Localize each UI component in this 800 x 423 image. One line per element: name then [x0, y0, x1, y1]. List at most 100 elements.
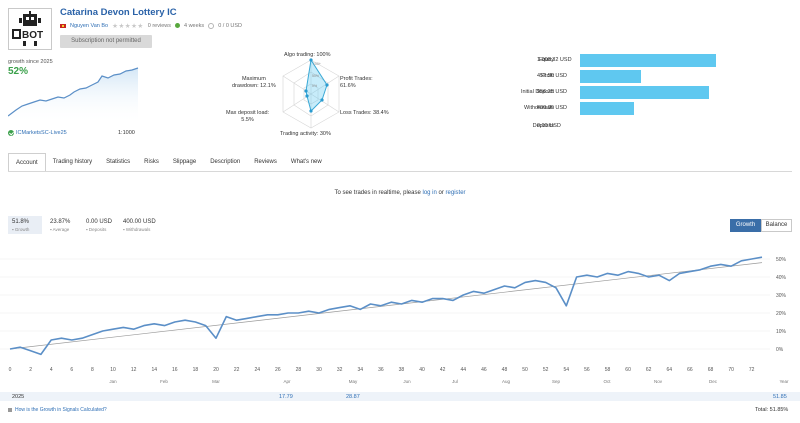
tab-statistics[interactable]: Statistics: [106, 159, 131, 165]
verified-check-icon: [8, 130, 14, 136]
stat-label: Initial Deposit: [520, 89, 554, 95]
x-tick-label: 12: [131, 367, 137, 373]
tab-whats-new[interactable]: What's new: [290, 159, 322, 165]
x-tick-label: 24: [254, 367, 260, 373]
subscribe-button[interactable]: Subscription not permitted: [60, 35, 152, 48]
stat-value: 400.00 USD: [537, 105, 567, 111]
x-tick-label: 66: [687, 367, 693, 373]
author-name[interactable]: Nguyen Van Bo: [70, 22, 109, 29]
radar-point-algo: [309, 58, 313, 62]
radar-label-profit: Profit Trades: 61.6%: [340, 76, 373, 90]
leverage-value: 1:1000: [118, 130, 135, 136]
broker-row: ICMarketsSC-Live25: [8, 130, 67, 136]
login-message: To see trades in realtime, please log in…: [0, 190, 800, 196]
chart-marks: [9, 256, 763, 356]
tab-divider: [8, 171, 792, 172]
radar-label-profit-title: Profit Trades:: [340, 76, 373, 82]
x-tick-label: 26: [275, 367, 281, 373]
month-label: May: [349, 379, 358, 384]
meta-row: Nguyen Van Bo ★★★★★ 0 reviews 4 weeks 0 …: [60, 21, 242, 30]
x-tick-label: 14: [151, 367, 157, 373]
x-tick-label: 6: [70, 367, 73, 373]
radar-label-drawdown: Maximum drawdown: 12.1%: [232, 76, 276, 90]
mini-growth-line: [8, 67, 139, 117]
stat-value: 0.00 USD: [537, 123, 561, 129]
stat-bar: [580, 70, 641, 83]
info-square-icon: [8, 408, 12, 412]
mini-growth-area: [8, 68, 138, 124]
radar-label-deposit: Max deposit load: 5.5%: [226, 110, 269, 124]
reviews-count[interactable]: 0 reviews: [147, 22, 171, 29]
signal-title[interactable]: Catarina Devon Lottery IC: [60, 7, 177, 18]
chart-grid: [0, 258, 770, 350]
broker-server[interactable]: ICMarketsSC-Live25: [16, 130, 67, 136]
tab-account[interactable]: Account: [8, 153, 46, 172]
stat-label: Equity: [538, 57, 554, 63]
growth-calc-link[interactable]: How is the Growth in Signals Calculated?: [8, 407, 107, 413]
rating-stars-icon: ★★★★★: [112, 22, 144, 30]
month-label: Sep: [552, 379, 561, 384]
radar-scale-50: 50%: [312, 74, 319, 78]
register-link[interactable]: register: [445, 190, 466, 196]
radar-label-drawdown-title: Maximum: [241, 76, 266, 82]
tab-trading-history[interactable]: Trading history: [52, 159, 93, 165]
x-tick-label: 44: [460, 367, 466, 373]
x-tick-label: 64: [667, 367, 673, 373]
tab-risks[interactable]: Risks: [144, 159, 159, 165]
stat-value: 1 008.32 USD: [537, 57, 572, 63]
tab-slippage[interactable]: Slippage: [172, 159, 197, 165]
x-tick-label: 60: [625, 367, 631, 373]
x-tick-label: 56: [584, 367, 590, 373]
x-tick-label: 18: [193, 367, 199, 373]
stat-value: 956.25 USD: [537, 89, 567, 95]
x-tick-label: 22: [234, 367, 240, 373]
x-tick-label: 32: [337, 367, 343, 373]
summary-deposits-label: ▪ Deposits: [86, 227, 107, 232]
tab-description[interactable]: Description: [210, 159, 241, 165]
x-tick-label: 72: [749, 367, 755, 373]
mini-growth-chart: [8, 67, 139, 124]
x-tick-label: 36: [378, 367, 384, 373]
radar-point-loss: [320, 98, 324, 102]
y-tick-label: 0%: [776, 347, 784, 353]
radar-label-loss: Loss Trades: 38.4%: [340, 110, 389, 116]
x-tick-label: 46: [481, 367, 487, 373]
balance-toggle-button[interactable]: Balance: [761, 219, 792, 232]
x-tick-label: 2: [29, 367, 32, 373]
y-tick-label: 40%: [776, 275, 787, 281]
growth-line: [9, 256, 763, 356]
growth-toggle-button[interactable]: Growth: [730, 219, 761, 232]
may-growth: 28.87: [346, 394, 360, 400]
radar-label-algo: Algo trading: 100%: [284, 52, 331, 58]
stat-bar: [580, 54, 716, 67]
summary-growth-label: ▪ Growth: [12, 227, 30, 232]
x-tick-label: 0: [9, 367, 12, 373]
x-tick-label: 28: [296, 367, 302, 373]
y-tick-label: 10%: [776, 329, 787, 335]
x-tick-label: 16: [172, 367, 178, 373]
x-tick-label: 30: [316, 367, 322, 373]
trend-line: [9, 262, 763, 350]
stat-label: Profit: [541, 73, 554, 79]
login-message-or: or: [438, 190, 444, 196]
summary-withdrawals-label: ▪ Withdrawals: [123, 227, 151, 232]
radar-label-trading: Trading activity: 30%: [280, 131, 331, 137]
x-tick-label: 20: [213, 367, 219, 373]
yearly-growth-row: [0, 392, 800, 401]
radar-label-profit-value: 61.6%: [340, 83, 356, 89]
login-message-text: To see trades in realtime, please: [334, 190, 421, 196]
weeks-count: 4 weeks: [184, 22, 205, 29]
subscribers-icon: [208, 22, 215, 29]
login-link[interactable]: log in: [422, 190, 437, 196]
x-tick-label: 38: [399, 367, 405, 373]
x-tick-label: 8: [91, 367, 94, 373]
vietnam-flag-icon: [60, 23, 66, 28]
month-label: Oct: [603, 379, 611, 384]
radar-label-drawdown-value: drawdown: 12.1%: [232, 83, 276, 89]
stat-label: Withdrawals: [524, 105, 554, 111]
radar-point-deposit: [305, 94, 309, 98]
tab-reviews[interactable]: Reviews: [254, 159, 277, 165]
growth-chart: 50%40%30%20%10%0% 0 2 4 6 8 10 12 14 16 18 20 22 24 2…: [0, 256, 789, 384]
growth-label: growth since 2025: [8, 59, 53, 65]
growth-calc-link-text[interactable]: How is the Growth in Signals Calculated?: [15, 407, 107, 413]
